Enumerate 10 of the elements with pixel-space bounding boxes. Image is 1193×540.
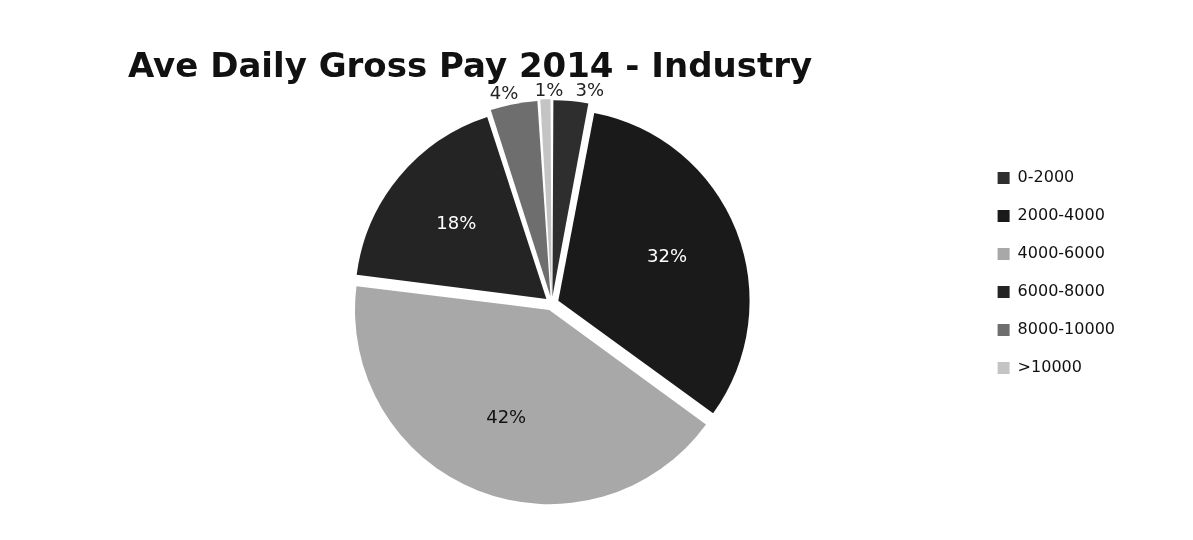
legend-label: 6000-8000	[1017, 281, 1105, 301]
legend-label: 4000-6000	[1017, 243, 1105, 263]
legend-label: 2000-4000	[1017, 205, 1105, 225]
legend-label: 0-2000	[1017, 167, 1075, 187]
data-label: 1%	[534, 78, 564, 100]
data-label: 42%	[486, 406, 527, 428]
legend-label: >10000	[1017, 357, 1082, 377]
data-label: 18%	[436, 212, 477, 234]
data-label: 32%	[646, 245, 687, 267]
legend-label: 8000-10000	[1017, 319, 1115, 339]
